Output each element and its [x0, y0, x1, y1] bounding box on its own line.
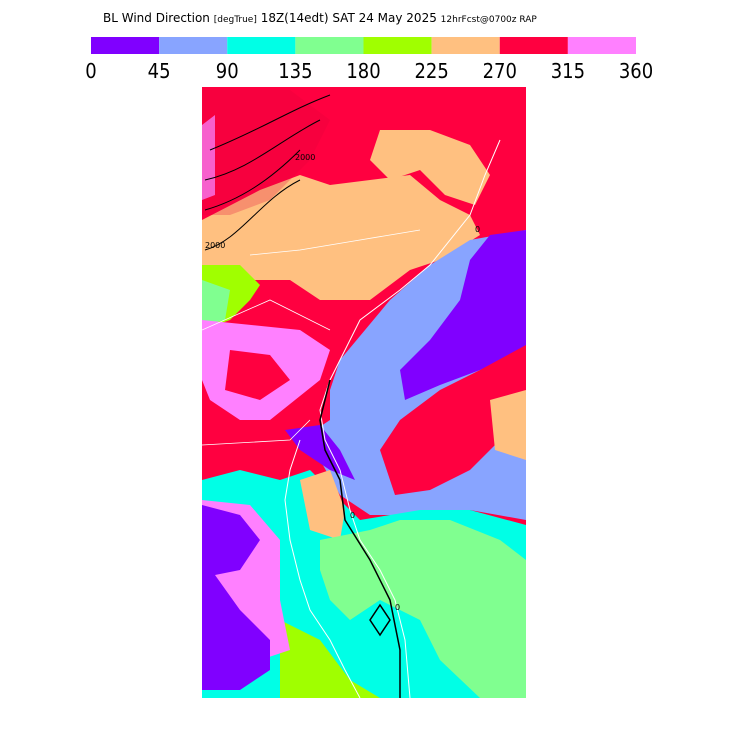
colorbar-swatch: [499, 37, 568, 54]
map: 2000 2000 0 0 0: [202, 87, 526, 698]
colorbar-label: 180: [346, 59, 380, 83]
region: [202, 175, 480, 300]
contour-label: 0: [350, 511, 355, 520]
region: [280, 620, 380, 698]
contour-label: 0: [475, 225, 480, 234]
colorbar-label: 45: [148, 59, 171, 83]
colorbar-label: 270: [483, 59, 517, 83]
contour-label: 0: [395, 603, 400, 612]
colorbar-swatch: [159, 37, 228, 54]
coastline: [319, 139, 501, 698]
region: [202, 505, 270, 690]
title-units: [degTrue]: [214, 15, 257, 25]
colorbar-label: 225: [414, 59, 448, 83]
contour: [204, 94, 331, 251]
region: [370, 130, 490, 205]
title-forecast: 12hrFcst@0700z RAP: [441, 15, 538, 25]
colorbar-label: 360: [619, 59, 653, 83]
coastline: [284, 439, 361, 698]
colorbar-swatch: [295, 37, 364, 54]
region: [202, 280, 230, 325]
colorbar: 0 45 90 135 180 225 270 315 360: [85, 37, 653, 83]
region: [300, 470, 345, 540]
region: [285, 425, 355, 480]
colorbar-swatch: [431, 37, 500, 54]
title-valid: 18Z(14edt) SAT 24 May 2025: [261, 11, 437, 25]
border: [202, 229, 421, 446]
colorbar-swatch: [363, 37, 432, 54]
colorbar-label: 0: [85, 59, 96, 83]
colorbar-swatch: [567, 37, 636, 54]
colorbar-label: 135: [278, 59, 312, 83]
region: [225, 350, 290, 400]
contour-label: 2000: [295, 153, 315, 162]
region: [400, 230, 526, 400]
colorbar-label: 315: [551, 59, 585, 83]
colorbar-label: 90: [216, 59, 239, 83]
colorbar-swatch: [91, 37, 160, 54]
colorbar-swatch: [227, 37, 296, 54]
title: BL Wind Direction [degTrue] 18Z(14edt) S…: [103, 11, 537, 25]
region: [490, 390, 526, 460]
contour-label: 2000: [205, 241, 225, 250]
title-name: BL Wind Direction: [103, 11, 210, 25]
contour-zero: [319, 379, 401, 698]
